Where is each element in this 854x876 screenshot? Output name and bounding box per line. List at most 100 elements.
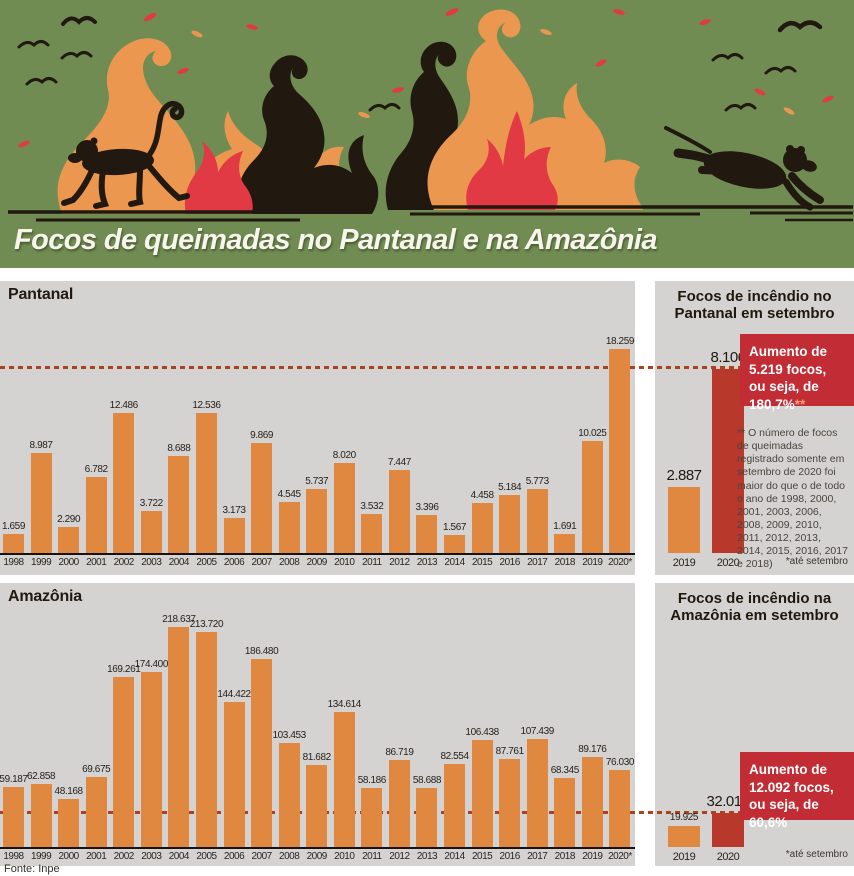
year-label-2015: 2015 (471, 851, 493, 862)
bar-value-2013: 3.396 (415, 502, 439, 514)
bar-value-2011: 3.532 (360, 500, 384, 512)
bar-value-2004: 8.688 (167, 442, 191, 454)
bar-value-2004: 218.637 (162, 614, 196, 625)
year-label-2019: 2019 (582, 851, 603, 862)
pantanal-september-chart: Focos de incêndio no Pantanal em setembr… (655, 281, 854, 575)
bar-value-2020*: 18.259 (605, 336, 635, 347)
bar-value-2020*: 76.030 (605, 757, 635, 769)
bar-2011 (361, 513, 383, 553)
year-label-1999: 1999 (30, 851, 52, 862)
year-label-2017: 2017 (527, 557, 548, 568)
pantanal-footnote: ** O número de focos de queimadas regist… (737, 427, 848, 571)
amazonia-callout-text: Aumento de 12.092 focos, ou seja, de 60,… (749, 762, 834, 830)
bar-2000 (58, 527, 80, 553)
bar-value-2010: 134.614 (327, 698, 362, 710)
bar-2019 (581, 757, 603, 847)
bar-value-2006: 3.173 (222, 504, 246, 516)
bar-2009 (306, 488, 328, 553)
bar-2004 (168, 455, 190, 553)
year-label-2012: 2012 (389, 851, 410, 862)
source-credit: Fonte: Inpe (4, 863, 60, 875)
year-label-2005: 2005 (196, 557, 217, 568)
bar-2014 (444, 535, 466, 553)
pantanal-until-september-note: *até setembro (785, 556, 848, 567)
amazonia-until-september-note: *até setembro (785, 849, 848, 860)
bird-icons (17, 16, 823, 112)
pantanal-callout-text: Aumento de 5.219 focos, ou seja, de 180,… (749, 344, 828, 412)
year-label-2002: 2002 (113, 851, 135, 862)
year-label-2013: 2013 (416, 557, 438, 568)
year-label-2009: 2009 (306, 851, 328, 862)
bar-2003 (140, 671, 162, 847)
bar-2019 (581, 440, 603, 553)
bar-value-1998: 59.187 (0, 774, 28, 786)
hero-illustration: Focos de queimadas no Pantanal e na Amaz… (0, 0, 854, 268)
bar-value-2013: 58.688 (412, 774, 442, 786)
bar-value-2003: 3.722 (139, 498, 163, 510)
year-label-2017: 2017 (527, 851, 548, 862)
bar-value-2012: 86.719 (385, 746, 414, 758)
year-label-2019: 2019 (672, 851, 696, 863)
pantanal-chart-title: Pantanal (8, 286, 74, 303)
year-label-2006: 2006 (223, 851, 245, 862)
bar-value-2017: 5.773 (525, 475, 549, 487)
year-label-2010: 2010 (334, 557, 355, 568)
amazonia-annual-chart: Amazônia 59.187 1998 62.858 1999 48.168 2000 6… (0, 583, 635, 866)
bar-value-2020: 32.017 (706, 793, 750, 810)
left-fire (57, 38, 379, 214)
bar-2009 (306, 764, 328, 847)
bar-1999 (30, 783, 52, 847)
bar-2003 (140, 511, 162, 553)
bar-value-2015: 106.438 (465, 726, 499, 738)
bar-value-2001: 69.675 (82, 763, 111, 775)
bar-2020 (712, 813, 744, 847)
year-label-2011: 2011 (362, 557, 382, 568)
year-label-2012: 2012 (389, 557, 410, 568)
bar-value-1998: 1.659 (1, 521, 26, 533)
bar-value-2016: 5.184 (498, 482, 522, 494)
bar-2018 (554, 534, 576, 553)
bar-value-1999: 8.987 (29, 439, 53, 451)
bar-2012 (388, 469, 410, 553)
year-label-2019: 2019 (672, 557, 696, 569)
bar-value-2016: 87.761 (495, 745, 525, 757)
year-label-2008: 2008 (279, 557, 300, 568)
bar-2017 (526, 488, 548, 553)
flame-red-right (466, 111, 558, 210)
bar-2019 (668, 487, 700, 553)
bar-2020* (609, 349, 631, 553)
page-title: Focos de queimadas no Pantanal e na Amaz… (14, 224, 658, 256)
year-label-2018: 2018 (554, 851, 576, 862)
bar-2019 (668, 825, 700, 847)
ember-icons (18, 8, 834, 148)
bar-2011 (361, 788, 383, 847)
bar-1998 (3, 534, 24, 553)
year-label-1998: 1998 (3, 851, 24, 862)
bar-value-2007: 186.480 (244, 646, 279, 658)
bar-value-2009: 5.737 (305, 475, 329, 487)
pantanal-increase-callout: Aumento de 5.219 focos, ou seja, de 180,… (740, 334, 854, 412)
bar-2013 (416, 787, 438, 847)
bar-2018 (554, 778, 576, 847)
bar-2008 (278, 742, 300, 847)
year-label-2007: 2007 (251, 557, 272, 568)
bar-2012 (388, 759, 410, 847)
bar-value-2015: 4.458 (470, 490, 494, 502)
amazonia-september-title: Focos de incêndio na Amazônia em setembr… (670, 590, 839, 625)
year-label-2015: 2015 (471, 557, 493, 568)
year-label-2010: 2010 (334, 851, 355, 862)
year-label-2001: 2001 (86, 851, 107, 862)
bar-value-2017: 107.439 (520, 725, 555, 737)
bar-value-2018: 68.345 (550, 765, 580, 777)
bar-value-2020: 8.106 (710, 349, 746, 366)
bar-2002 (113, 413, 135, 553)
bar-value-2019: 19.925 (669, 811, 699, 823)
bar-value-2019: 89.176 (578, 744, 607, 756)
bar-2001 (85, 477, 107, 553)
year-label-1998: 1998 (3, 557, 24, 568)
bar-value-2000: 2.290 (57, 514, 81, 526)
pantanal-dashed-reference-line (0, 366, 742, 369)
year-label-2002: 2002 (113, 557, 135, 568)
bar-2002 (113, 676, 135, 847)
bar-value-2014: 1.567 (443, 522, 467, 534)
